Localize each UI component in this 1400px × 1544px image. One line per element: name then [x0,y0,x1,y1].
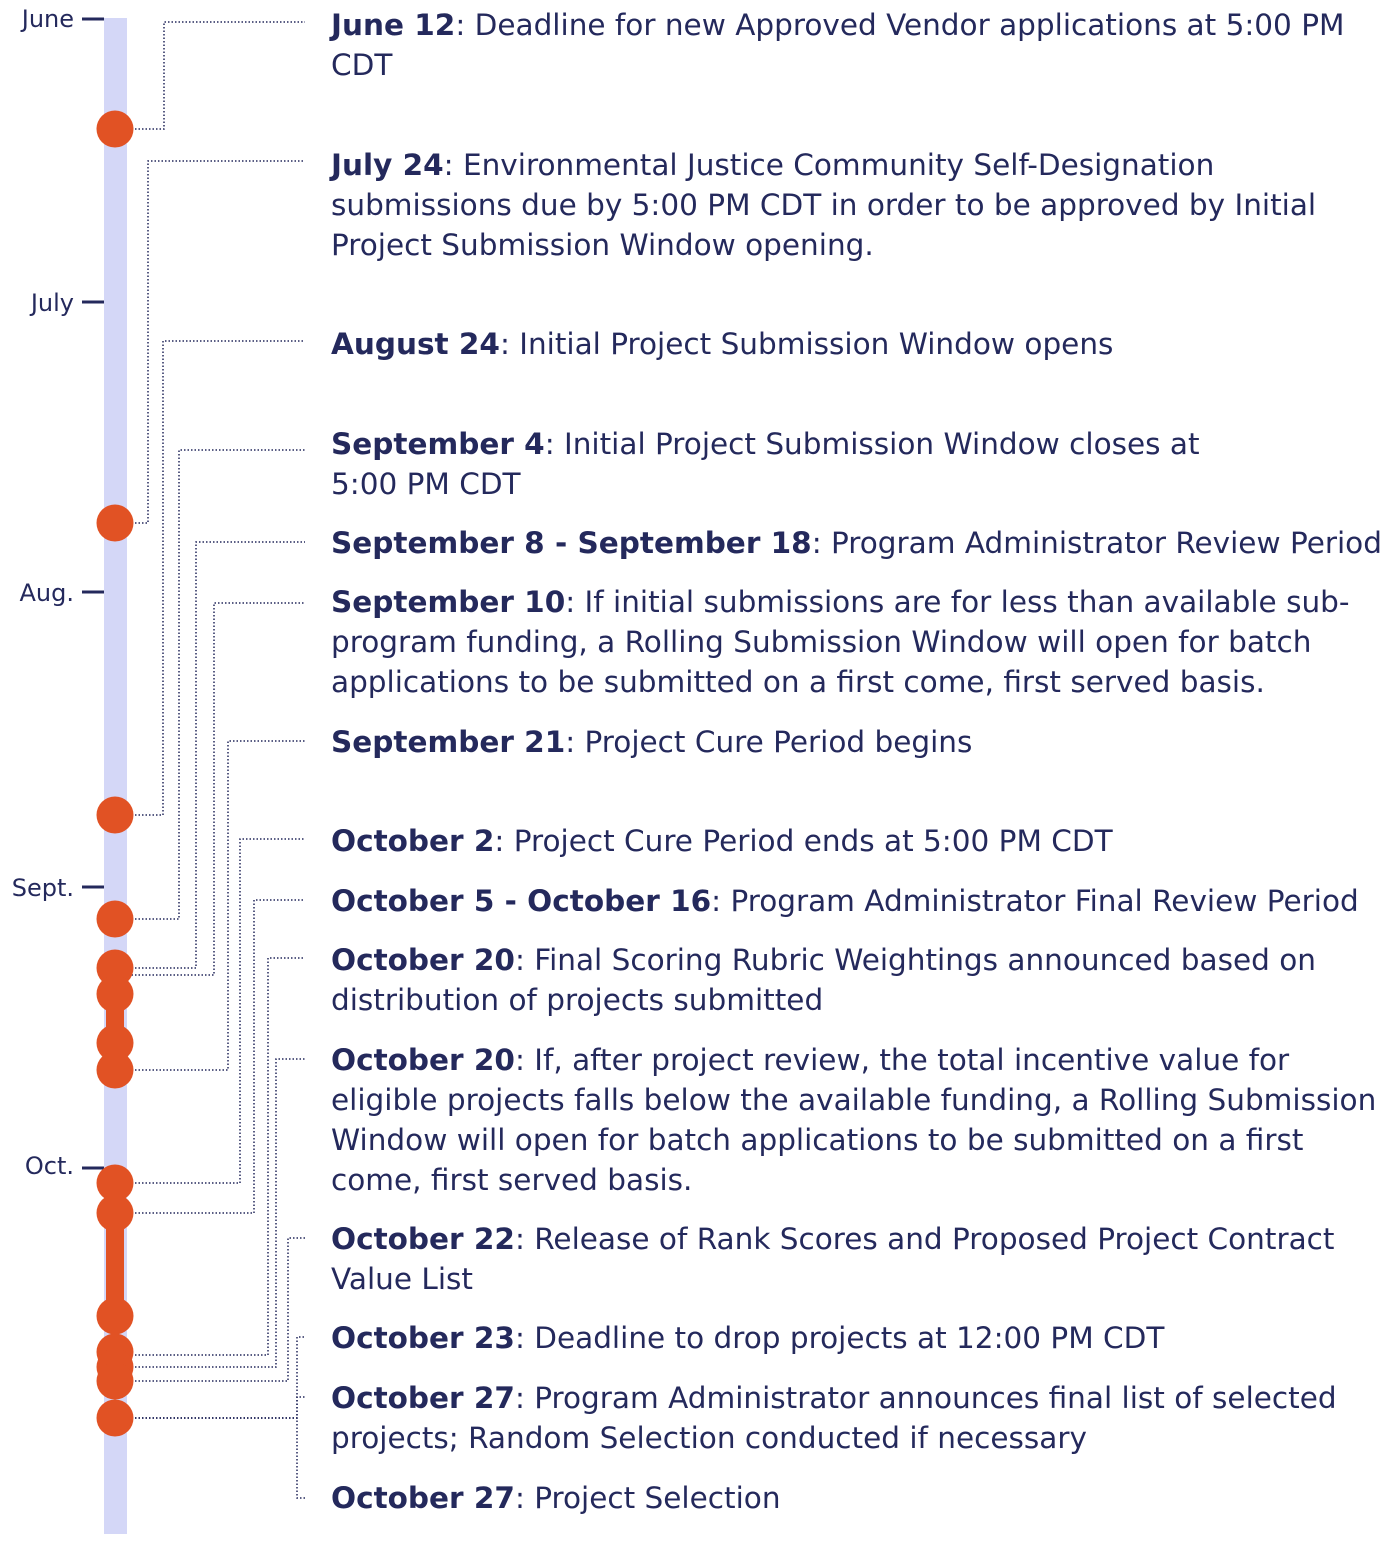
connector-line [128,602,305,976]
connector-line [128,1336,305,1419]
connector-line [128,160,305,524]
event-marker [96,1399,134,1437]
event-marker [96,949,134,987]
event-text: : Project Selection [514,1481,781,1515]
month-label-sept: Sept. [11,874,74,902]
event-text: : Program Administrator announces final … [331,1381,1337,1455]
event-october-27-selection: October 27: Project Selection [331,1478,1391,1518]
event-text: : Program Administrator Final Review Per… [711,884,1359,918]
event-august-24: August 24: Initial Project Submission Wi… [331,324,1391,364]
event-date: August 24 [331,327,500,361]
month-label-aug: Aug. [19,579,75,607]
event-marker [96,1297,134,1335]
event-date: July 24 [331,148,444,182]
connector-line [128,541,305,969]
event-date: September 10 [331,585,566,619]
event-marker [96,1051,134,1089]
event-date: October 23 [331,1321,515,1355]
connector-line [128,21,305,130]
event-date: September 4 [331,427,545,461]
event-september-8-18: September 8 - September 18: Program Admi… [331,523,1391,563]
connector-line [128,1058,305,1368]
connector-line [128,740,305,1071]
event-september-4: September 4: Initial Project Submission … [331,424,1211,504]
event-marker [96,1164,134,1202]
event-text: : Project Cure Period begins [565,725,973,759]
event-date: October 20 [331,1043,515,1077]
event-date: September 8 - September 18 [331,526,812,560]
event-text: : Environmental Justice Community Self-D… [331,148,1317,262]
event-marker [96,1024,134,1062]
event-marker [96,504,134,542]
event-marker [96,900,134,938]
event-text: : Final Scoring Rubric Weightings announ… [331,943,1316,1017]
connector-line [128,449,305,920]
event-text: : Initial Project Submission Window open… [499,327,1114,361]
connector-line [128,899,305,1214]
connector-line [128,957,305,1356]
month-label-june: June [21,5,74,33]
event-marker [96,796,134,834]
connector-line [128,838,305,1184]
event-text: : Release of Rank Scores and Proposed Pr… [331,1222,1335,1296]
connector-line [128,1396,305,1419]
event-text: : Deadline to drop projects at 12:00 PM … [514,1321,1165,1355]
event-marker [96,1362,134,1400]
event-september-21: September 21: Project Cure Period begins [331,722,1391,762]
event-marker [96,110,134,148]
event-text: : If initial submissions are for less th… [331,585,1350,699]
connector-line [128,340,305,816]
event-text: : Deadline for new Approved Vendor appli… [331,8,1345,82]
timeline-track [104,18,127,1534]
event-date: June 12 [331,8,456,42]
event-october-5-16: October 5 - October 16: Program Administ… [331,881,1391,921]
event-september-10: September 10: If initial submissions are… [331,582,1391,702]
event-october-2: October 2: Project Cure Period ends at 5… [331,821,1391,861]
event-october-20-weightings: October 20: Final Scoring Rubric Weighti… [331,940,1391,1020]
connector-line [128,1417,305,1499]
event-date: October 2 [331,824,495,858]
event-october-23: October 23: Deadline to drop projects at… [331,1318,1391,1358]
event-text: : Initial Project Submission Window clos… [331,427,1200,501]
event-june-12: June 12: Deadline for new Approved Vendo… [331,5,1391,85]
connector-line [128,1237,305,1382]
event-text: : Project Cure Period ends at 5:00 PM CD… [494,824,1113,858]
event-october-27-announce: October 27: Program Administrator announ… [331,1378,1391,1458]
event-marker [96,1194,134,1232]
event-date: October 22 [331,1222,515,1256]
month-label-oct: Oct. [24,1152,74,1180]
event-october-22: October 22: Release of Rank Scores and P… [331,1219,1391,1299]
event-date: October 27 [331,1481,515,1515]
event-text: : Program Administrator Review Period [811,526,1382,560]
event-july-24: July 24: Environmental Justice Community… [331,145,1391,265]
event-date: October 20 [331,943,515,977]
event-text: : If, after project review, the total in… [331,1043,1377,1197]
event-october-20-rolling: October 20: If, after project review, th… [331,1040,1391,1200]
event-marker [96,975,134,1013]
event-date: October 5 - October 16 [331,884,712,918]
event-date: September 21 [331,725,566,759]
month-label-july: July [30,289,74,317]
event-date: October 27 [331,1381,515,1415]
